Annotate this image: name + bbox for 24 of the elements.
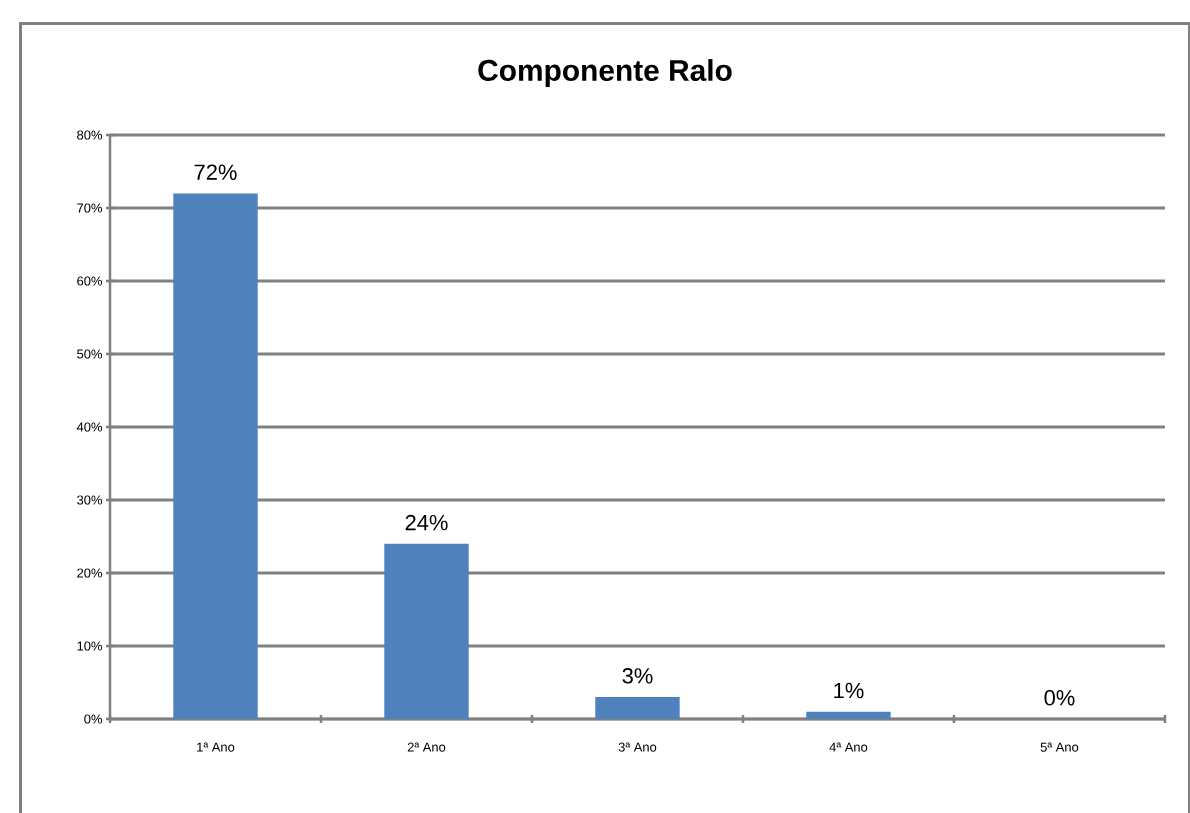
y-tick-label: 60% bbox=[77, 276, 103, 286]
bar bbox=[806, 711, 891, 719]
y-tick-label: 0% bbox=[84, 714, 103, 724]
y-tick-label: 20% bbox=[77, 568, 103, 578]
data-label: 1% bbox=[834, 682, 864, 699]
y-tick-label: 40% bbox=[76, 422, 103, 432]
bar bbox=[595, 697, 680, 719]
x-tick-label: 5ª Ano bbox=[1040, 742, 1079, 752]
x-tick-label: 1ª Ano bbox=[197, 742, 235, 752]
data-label: 0% bbox=[1044, 689, 1075, 706]
x-tick-label: 4ª Ano bbox=[829, 742, 868, 752]
y-tick-label: 10% bbox=[77, 641, 103, 651]
data-label: 24% bbox=[405, 514, 448, 531]
y-tick-label: 50% bbox=[77, 349, 103, 359]
bar bbox=[384, 543, 469, 719]
data-label: 3% bbox=[622, 668, 653, 684]
y-tick-label: 70% bbox=[77, 203, 103, 213]
bar bbox=[173, 193, 258, 719]
data-label: 72% bbox=[194, 164, 237, 180]
y-tick-label: 30% bbox=[77, 495, 103, 505]
x-tick-label: 2ª Ano bbox=[407, 742, 446, 752]
x-tick-label: 3ª Ano bbox=[618, 742, 657, 752]
y-tick-label: 80% bbox=[77, 130, 103, 140]
chart-title: Componente Ralo bbox=[478, 59, 732, 87]
